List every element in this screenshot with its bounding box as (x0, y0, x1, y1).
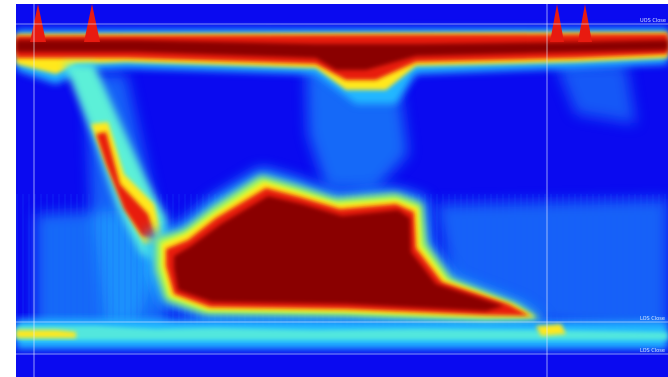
spike-4 (578, 4, 592, 42)
chart-svg: UOS Close LOS Close LOS Close (16, 4, 668, 377)
lower-band-yellow (16, 324, 566, 338)
reference-lines (16, 4, 668, 377)
upper-band-core (16, 40, 668, 70)
ref-label-los-lower: LOS Close (640, 348, 665, 354)
pressure-topography-plot: UOS Close LOS Close LOS Close (16, 4, 668, 377)
spike-2 (84, 4, 100, 42)
contraction-front (64, 64, 166, 264)
distal-core (174, 196, 504, 311)
haze-region-right-upper (556, 64, 636, 124)
lower-band-green (16, 326, 668, 340)
ref-label-los-upper: LOS Close (640, 316, 665, 322)
distal-contraction (146, 169, 546, 326)
spike-artifacts (30, 4, 592, 42)
front-red (96, 132, 156, 239)
reference-labels: UOS Close LOS Close LOS Close (640, 18, 666, 354)
lower-sphincter-band (16, 319, 668, 349)
ref-label-uos: UOS Close (640, 18, 666, 24)
upper-sphincter-band (16, 28, 668, 104)
spike-3 (550, 4, 564, 42)
